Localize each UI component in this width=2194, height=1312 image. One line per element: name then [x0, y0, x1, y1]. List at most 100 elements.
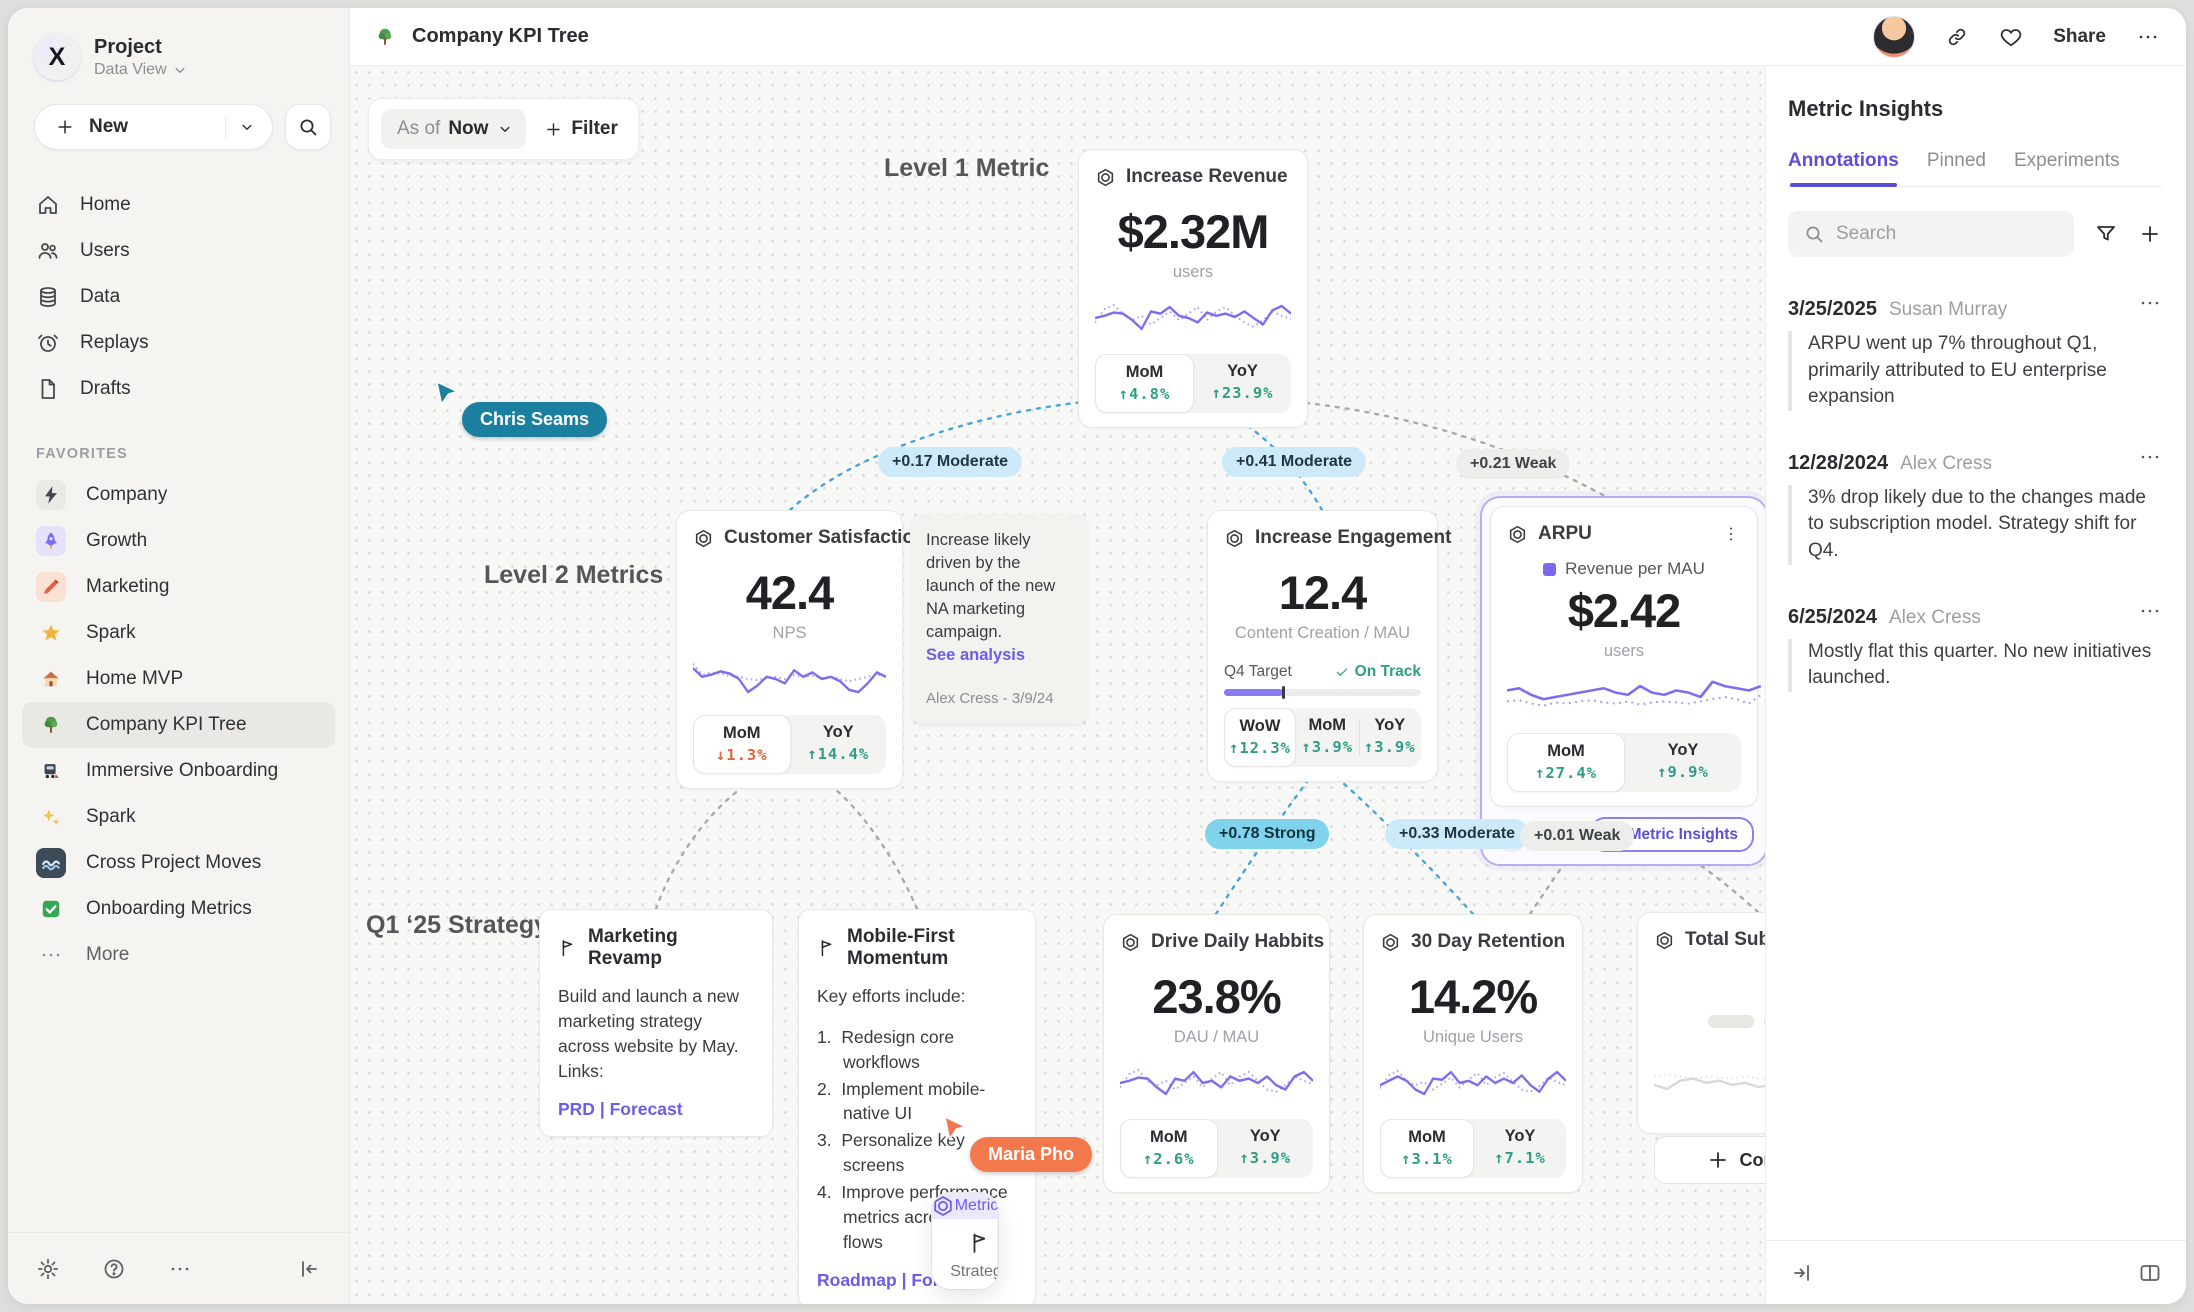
- kpi-tree-canvas[interactable]: As of Now Filter Level 1 Metric Level 2 M…: [350, 66, 1765, 1304]
- sidebar-item-label: Drafts: [80, 378, 131, 399]
- metric-card-drive-daily-habbits[interactable]: Drive Daily Habbits 23.8% DAU / MAU MoM ↑2.…: [1103, 914, 1330, 1193]
- board-title: Company KPI Tree: [370, 22, 589, 52]
- card-title: 30 Day Retention: [1411, 931, 1566, 952]
- stat-mom: MoM ↑3.9%: [1301, 716, 1354, 756]
- link-forecast[interactable]: Forecast: [609, 1099, 683, 1120]
- tool-strategy[interactable]: Strategy: [932, 1219, 998, 1289]
- correlation-pill-4[interactable]: +0.33 Moderate: [1385, 819, 1530, 849]
- card-title: ARPU: [1538, 523, 1592, 544]
- sidebar-search-button[interactable]: [285, 104, 331, 150]
- copy-link-icon[interactable]: [1945, 25, 1969, 49]
- link-prd[interactable]: PRD: [558, 1099, 595, 1120]
- correlation-pill-3[interactable]: +0.78 Strong: [1205, 819, 1330, 849]
- sidebar-fav-growth[interactable]: Growth: [22, 518, 335, 564]
- card-title: Drive Daily Habbits: [1151, 931, 1325, 952]
- metric-card-customer-satisfaction[interactable]: Customer Satisfaction 42.4 NPS MoM ↓1.3% Yo…: [676, 510, 926, 789]
- as-of-selector[interactable]: As of Now: [381, 109, 527, 149]
- annotations-search[interactable]: [1788, 211, 2074, 257]
- split-view-icon[interactable]: [2138, 1261, 2162, 1285]
- metric-card-increase-revenue[interactable]: Increase Revenue $2.32M users MoM ↑4.8% YoY…: [1078, 149, 1308, 428]
- tab-experiments[interactable]: Experiments: [2014, 150, 2120, 171]
- selected-card-outline: ARPU Revenue per MAU $2.42 users MoM ↑27.4% …: [1480, 496, 1765, 866]
- project-switcher[interactable]: X Project Data View: [8, 8, 349, 98]
- sidebar-item-data[interactable]: Data: [22, 274, 335, 320]
- share-button[interactable]: Share: [2053, 25, 2106, 47]
- filter-funnel-icon[interactable]: [2094, 222, 2118, 246]
- rocket-icon: [36, 526, 66, 556]
- card-title: Increase Revenue: [1126, 166, 1288, 187]
- comment-card[interactable]: Increase likely driven by the launch of …: [910, 514, 1088, 724]
- tab-annotations[interactable]: Annotations: [1788, 150, 1899, 187]
- project-view-selector[interactable]: Data View: [94, 61, 189, 79]
- card-menu-icon[interactable]: [1721, 524, 1741, 544]
- connect-data-button[interactable]: Connect: [1654, 1136, 1765, 1184]
- sidebar-item-replays[interactable]: Replays: [22, 320, 335, 366]
- sidebar-fav-spark[interactable]: Spark: [22, 610, 335, 656]
- note-body: Build and launch a new marketing strateg…: [558, 986, 739, 1081]
- more-menu-icon[interactable]: [2136, 25, 2160, 49]
- database-icon: [36, 285, 60, 309]
- annotation-menu-icon[interactable]: [2138, 445, 2162, 469]
- annotation-item-0[interactable]: 3/25/2025 Susan Murray ARPU went up 7% t…: [1788, 291, 2162, 411]
- favorite-heart-icon[interactable]: [1999, 25, 2023, 49]
- collapse-panel-icon[interactable]: [1790, 1261, 1814, 1285]
- stats-row: MoM ↑2.6% YoY ↑3.9%: [1120, 1119, 1313, 1178]
- sidebar-item-label: Growth: [86, 530, 148, 551]
- add-annotation-icon[interactable]: [2138, 222, 2162, 246]
- sidebar-fav-spark[interactable]: Spark: [22, 794, 335, 840]
- strategy-note-mobile-first-momentum[interactable]: Mobile-First Momentum Key efforts includ…: [798, 909, 1036, 1304]
- annotation-menu-icon[interactable]: [2138, 599, 2162, 623]
- annotation-menu-icon[interactable]: [2138, 291, 2162, 315]
- correlation-pill-0[interactable]: +0.17 Moderate: [878, 447, 1023, 477]
- sidebar-fav-cross-project-moves[interactable]: Cross Project Moves: [22, 840, 335, 886]
- sidebar-fav-home-mvp[interactable]: Home MVP: [22, 656, 335, 702]
- metric-type-icon: [1095, 167, 1116, 188]
- annotation-date: 12/28/2024: [1788, 451, 1889, 474]
- sidebar-fav-company[interactable]: Company: [22, 472, 335, 518]
- metric-card-thirty-day-retention[interactable]: 30 Day Retention 14.2% Unique Users MoM ↑3.…: [1363, 914, 1583, 1193]
- sparkles-icon: [36, 802, 66, 832]
- tab-pinned[interactable]: Pinned: [1926, 150, 1986, 171]
- annotation-item-1[interactable]: 12/28/2024 Alex Cress 3% drop likely due…: [1788, 445, 2162, 565]
- sidebar-item-home[interactable]: Home: [22, 182, 335, 228]
- strategy-note-marketing-revamp[interactable]: Marketing Revamp Build and launch a new …: [539, 909, 773, 1138]
- sidebar-fav-immersive-onboarding[interactable]: Immersive Onboarding: [22, 748, 335, 794]
- flag-tool-icon: [968, 1231, 992, 1255]
- sidebar-fav-company-kpi-tree[interactable]: Company KPI Tree: [22, 702, 335, 748]
- collaborator-cursor-maria-pho: Maria Pho: [970, 1137, 1093, 1172]
- correlation-pill-5[interactable]: +0.01 Weak: [1520, 821, 1635, 851]
- metric-unit: users: [1172, 263, 1214, 281]
- metric-card-increase-engagement[interactable]: Increase Engagement 12.4 Content Creation …: [1207, 510, 1451, 782]
- search-input[interactable]: [1836, 223, 2060, 245]
- sidebar-fav-onboarding-metrics[interactable]: Onboarding Metrics: [22, 886, 335, 932]
- see-analysis-link[interactable]: See analysis: [926, 646, 1026, 665]
- sidebar-more[interactable]: More: [22, 932, 335, 978]
- metric-card-total-subscriptions[interactable]: Total Subscriptions Connect: [1637, 912, 1765, 1184]
- more-dots-icon[interactable]: [168, 1257, 192, 1281]
- plus-icon: [1706, 1148, 1730, 1172]
- sidebar-fav-marketing[interactable]: Marketing: [22, 564, 335, 610]
- add-filter-button[interactable]: Filter: [544, 118, 618, 140]
- sparkline-chart: [693, 663, 886, 694]
- new-button[interactable]: New: [34, 104, 273, 150]
- panel-footer: [1766, 1240, 2186, 1304]
- correlation-pill-1[interactable]: +0.41 Moderate: [1222, 447, 1367, 477]
- metric-type-icon: [1507, 524, 1528, 545]
- correlation-pill-2[interactable]: +0.21 Weak: [1456, 449, 1571, 479]
- target-row: Q4 Target On Track: [1224, 663, 1421, 680]
- sidebar-item-label: Home MVP: [86, 668, 184, 689]
- collapse-sidebar-icon[interactable]: [297, 1257, 321, 1281]
- annotation-item-2[interactable]: 6/25/2024 Alex Cress Mostly flat this qu…: [1788, 599, 2162, 692]
- sidebar-item-users[interactable]: Users: [22, 228, 335, 274]
- hand-tool[interactable]: Metric: [932, 1193, 998, 1219]
- sidebar-item-label: Cross Project Moves: [86, 852, 262, 873]
- note-title: Mobile-First Momentum: [847, 926, 955, 969]
- sidebar-item-drafts[interactable]: Drafts: [22, 366, 335, 412]
- user-avatar[interactable]: [1873, 15, 1916, 58]
- metric-card-arpu[interactable]: ARPU Revenue per MAU $2.42 users MoM ↑27.4% …: [1490, 506, 1761, 807]
- link-roadmap[interactable]: Roadmap: [817, 1270, 897, 1291]
- annotation-text: ARPU went up 7% throughout Q1, primarily…: [1788, 331, 2162, 411]
- help-icon[interactable]: [102, 1257, 126, 1281]
- settings-gear-icon[interactable]: [36, 1257, 60, 1281]
- sparkline-chart: [1095, 303, 1291, 331]
